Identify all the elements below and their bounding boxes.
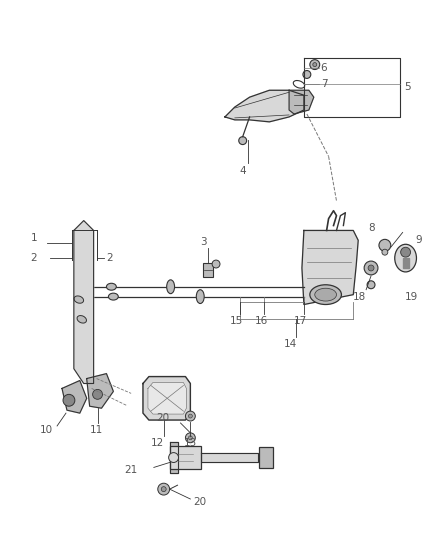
Circle shape (63, 394, 75, 406)
Circle shape (169, 453, 179, 463)
Circle shape (313, 62, 317, 67)
Ellipse shape (106, 283, 117, 290)
Circle shape (310, 60, 320, 69)
Polygon shape (143, 377, 191, 420)
Circle shape (382, 249, 388, 255)
Text: 10: 10 (40, 425, 53, 435)
Ellipse shape (74, 296, 84, 303)
Ellipse shape (395, 244, 417, 272)
Circle shape (239, 136, 247, 144)
Text: 18: 18 (353, 292, 367, 302)
Text: 8: 8 (368, 223, 375, 233)
Bar (203, 263, 213, 277)
Text: 21: 21 (124, 465, 138, 475)
Text: 20: 20 (193, 497, 206, 507)
Circle shape (379, 239, 391, 251)
Text: 3: 3 (200, 237, 206, 247)
Text: 7: 7 (321, 79, 327, 90)
Text: 4: 4 (240, 166, 246, 176)
Text: 1: 1 (31, 233, 37, 244)
Polygon shape (62, 381, 87, 413)
Text: 19: 19 (405, 292, 418, 302)
Text: 16: 16 (254, 316, 268, 326)
Circle shape (188, 414, 192, 418)
Polygon shape (74, 221, 94, 384)
Polygon shape (225, 90, 304, 122)
Circle shape (92, 390, 102, 399)
Circle shape (367, 281, 375, 289)
Circle shape (185, 411, 195, 421)
Ellipse shape (167, 280, 175, 294)
Polygon shape (302, 230, 358, 304)
Ellipse shape (196, 290, 204, 303)
Ellipse shape (109, 293, 118, 300)
Ellipse shape (77, 316, 86, 323)
Circle shape (368, 265, 374, 271)
Circle shape (212, 260, 220, 268)
Text: 12: 12 (151, 438, 164, 448)
Polygon shape (87, 374, 113, 408)
Text: 2: 2 (106, 253, 113, 263)
Text: 14: 14 (284, 339, 297, 349)
Text: 20: 20 (156, 413, 169, 423)
Circle shape (161, 487, 166, 491)
Circle shape (185, 433, 195, 443)
Text: 17: 17 (294, 316, 307, 326)
Circle shape (188, 436, 192, 440)
Polygon shape (148, 383, 187, 414)
Circle shape (401, 247, 410, 257)
Text: 6: 6 (321, 62, 327, 72)
Text: 5: 5 (405, 82, 411, 92)
Text: 2: 2 (31, 253, 37, 263)
Circle shape (158, 483, 170, 495)
Polygon shape (170, 442, 177, 473)
Circle shape (364, 261, 378, 275)
Bar (259, 447, 273, 469)
Ellipse shape (315, 288, 336, 301)
Circle shape (303, 70, 311, 78)
Ellipse shape (310, 285, 342, 304)
Ellipse shape (293, 80, 305, 88)
Polygon shape (201, 453, 258, 463)
Polygon shape (403, 258, 409, 268)
Text: 15: 15 (230, 316, 243, 326)
Polygon shape (289, 90, 314, 114)
Bar (170, 446, 201, 470)
Text: 11: 11 (90, 425, 103, 435)
Text: 13: 13 (184, 438, 197, 448)
Text: 9: 9 (416, 236, 422, 245)
